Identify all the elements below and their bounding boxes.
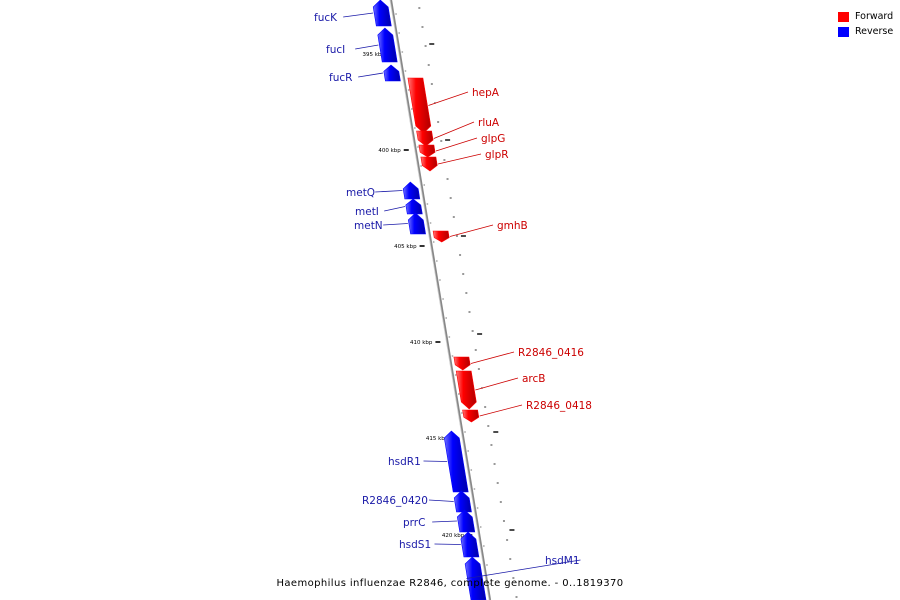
map-caption: Haemophilus influenzae R2846, complete g…: [276, 578, 624, 589]
gene-prrC[interactable]: [456, 509, 476, 533]
major-tick-label: 395 kbp: [362, 52, 385, 58]
gene-label-fucR[interactable]: fucR: [329, 72, 352, 84]
gene-leader-line: [383, 223, 408, 226]
gene-leader-line: [470, 351, 515, 364]
genome-backbone-highlight: [389, 0, 490, 600]
gene-label-hsdS1[interactable]: hsdS1: [399, 539, 431, 551]
gene-label-gmhB[interactable]: gmhB: [497, 220, 528, 232]
gene-label-prrC[interactable]: prrC: [403, 517, 425, 529]
gene-leader-line: [466, 559, 581, 579]
gene-label-hsdR1[interactable]: hsdR1: [388, 456, 421, 468]
major-tick-label: 410 kbp: [410, 340, 433, 346]
scale-ticks: 395 kbp 400 kbp 405 kbp 410 kbp 415 kbp 420 k…: [362, 7, 518, 598]
gene-leader-line: [428, 499, 454, 502]
gene-metI[interactable]: [405, 198, 423, 215]
gene-R2846_0418[interactable]: [462, 409, 480, 423]
gene-leader-line: [428, 91, 469, 106]
gene-leader-line: [437, 153, 482, 165]
gene-glpG[interactable]: [418, 144, 436, 158]
gene-leader-line: [434, 543, 461, 545]
gene-features: [372, 0, 487, 600]
major-tick-label: 420 kbp: [442, 533, 465, 539]
forward-swatch: [838, 11, 849, 22]
gene-leader-line: [432, 520, 457, 523]
gene-label-rluA[interactable]: rluA: [478, 117, 500, 129]
gene-label-metI[interactable]: metI: [355, 206, 379, 218]
gene-label-metN[interactable]: metN: [354, 220, 383, 232]
reverse-swatch: [838, 26, 849, 37]
gene-leader-line: [435, 137, 478, 152]
gene-leader-line: [449, 224, 494, 237]
gene-fucI[interactable]: [377, 27, 398, 63]
gene-leader-line: [384, 206, 406, 212]
gene-leader-line: [355, 44, 379, 50]
gene-rluA[interactable]: [416, 130, 434, 147]
gene-leader-line: [358, 72, 384, 78]
gene-glpR[interactable]: [420, 156, 438, 172]
gene-metQ[interactable]: [402, 181, 421, 200]
gene-fucK[interactable]: [372, 0, 392, 27]
gene-labels: fucK fucI fucR hepA rluA glpG glpR metQ metI metN…: [314, 12, 592, 579]
legend: Forward Reverse: [838, 9, 893, 39]
major-tick-label: 415 kbp: [426, 436, 449, 442]
gene-hepA[interactable]: [407, 77, 432, 134]
gene-label-hsdM1[interactable]: hsdM1: [545, 555, 580, 567]
gene-label-R2846_0418[interactable]: R2846_0418: [526, 400, 592, 412]
gene-label-fucK[interactable]: fucK: [314, 12, 338, 24]
gene-arcB[interactable]: [455, 370, 477, 410]
gene-leader-line: [375, 190, 403, 193]
gene-hsdS1[interactable]: [460, 531, 480, 558]
gene-gmhB[interactable]: [432, 230, 450, 243]
gene-R2846_0420[interactable]: [453, 490, 472, 513]
gene-fucR[interactable]: [383, 64, 401, 82]
genome-backbone: [389, 0, 492, 600]
gene-label-hepA[interactable]: hepA: [472, 87, 500, 99]
gene-label-glpR[interactable]: glpR: [485, 149, 509, 161]
gene-label-R2846_0416[interactable]: R2846_0416: [518, 347, 584, 359]
gene-label-fucI[interactable]: fucI: [326, 44, 345, 56]
gene-leader-line: [475, 377, 519, 391]
gene-label-R2846_0420[interactable]: R2846_0420: [362, 495, 428, 507]
gene-leader-line: [433, 121, 475, 139]
gene-leader-line: [479, 404, 523, 417]
gene-leader-line: [423, 460, 448, 462]
gene-R2846_0416[interactable]: [453, 356, 471, 371]
gene-metN[interactable]: [407, 212, 426, 235]
gene-label-glpG[interactable]: glpG: [481, 133, 505, 145]
gene-label-metQ[interactable]: metQ: [346, 187, 375, 199]
gene-label-arcB[interactable]: arcB: [522, 373, 546, 385]
gene-hsdR1[interactable]: [443, 430, 469, 493]
legend-item-reverse: Reverse: [838, 24, 893, 39]
major-tick-label: 405 kbp: [394, 244, 417, 250]
gene-leader-line: [343, 12, 374, 18]
legend-label-reverse: Reverse: [855, 26, 894, 37]
legend-item-forward: Forward: [838, 9, 893, 24]
gene-hsdM1[interactable]: [464, 556, 487, 600]
legend-label-forward: Forward: [855, 11, 894, 22]
major-tick-label: 400 kbp: [378, 148, 401, 154]
